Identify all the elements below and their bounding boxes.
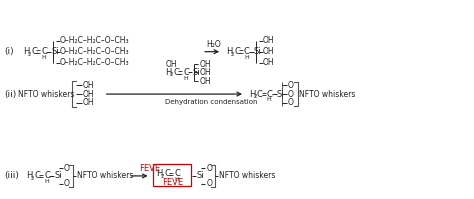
Text: (ii): (ii) <box>4 90 17 99</box>
Text: C: C <box>173 68 179 77</box>
Text: H: H <box>183 76 188 81</box>
Text: H: H <box>23 47 30 56</box>
Text: OH: OH <box>83 99 94 107</box>
Text: Si: Si <box>277 90 284 99</box>
Text: H: H <box>226 47 232 56</box>
Bar <box>154 164 191 186</box>
Text: H: H <box>267 98 272 102</box>
Text: OH: OH <box>83 90 94 99</box>
Text: C: C <box>44 171 50 180</box>
Text: H: H <box>26 171 33 180</box>
Text: H: H <box>174 177 179 182</box>
Text: NFTO whiskers: NFTO whiskers <box>18 90 75 99</box>
Text: NFTO whiskers: NFTO whiskers <box>299 90 355 99</box>
Text: FEVE: FEVE <box>162 178 183 187</box>
Text: FEVE: FEVE <box>139 164 161 173</box>
Text: (i): (i) <box>4 47 14 56</box>
Text: O–H₂C–H₂C–O–CH₃: O–H₂C–H₂C–O–CH₃ <box>60 36 130 45</box>
Text: O: O <box>64 179 70 188</box>
Text: 2: 2 <box>28 52 31 57</box>
Text: (iii): (iii) <box>4 171 19 180</box>
Text: H: H <box>44 179 49 184</box>
Text: Si: Si <box>51 47 59 56</box>
Text: H: H <box>165 68 172 77</box>
Text: C: C <box>31 47 37 56</box>
Text: OH: OH <box>199 68 211 77</box>
Text: Si: Si <box>54 171 62 180</box>
Text: C: C <box>41 47 47 56</box>
Text: C: C <box>267 90 273 99</box>
Text: H: H <box>249 90 255 99</box>
Text: H: H <box>244 55 249 60</box>
Text: O: O <box>206 179 212 188</box>
Text: OH: OH <box>263 58 274 67</box>
Text: H: H <box>41 55 46 60</box>
Text: O: O <box>288 81 293 90</box>
Text: Dehydration condensation: Dehydration condensation <box>165 99 258 105</box>
Text: O: O <box>288 99 293 107</box>
Text: C: C <box>174 169 180 179</box>
Text: NFTO whiskers: NFTO whiskers <box>219 171 275 180</box>
Text: O–H₂C–H₂C–O–CH₃: O–H₂C–H₂C–O–CH₃ <box>60 47 130 56</box>
Text: C: C <box>257 90 263 99</box>
Text: C: C <box>244 47 250 56</box>
Text: 2: 2 <box>254 94 257 99</box>
Text: NFTO whiskers: NFTO whiskers <box>77 171 133 180</box>
Text: 2: 2 <box>31 176 34 181</box>
Text: C: C <box>164 169 170 179</box>
Text: O: O <box>64 164 70 173</box>
Text: Si: Si <box>254 47 262 56</box>
Text: H: H <box>156 169 163 179</box>
Text: C: C <box>234 47 240 56</box>
Text: OH: OH <box>263 47 274 56</box>
Text: Si: Si <box>192 68 200 77</box>
Text: OH: OH <box>165 60 177 69</box>
Text: O: O <box>206 164 212 173</box>
Text: C: C <box>183 68 189 77</box>
Text: O: O <box>288 90 293 99</box>
Text: 2: 2 <box>170 72 173 77</box>
Text: 2: 2 <box>230 52 234 57</box>
Text: OH: OH <box>83 81 94 90</box>
Text: O–H₂C–H₂C–O–CH₃: O–H₂C–H₂C–O–CH₃ <box>60 58 130 67</box>
Text: Si: Si <box>196 171 204 180</box>
Text: C: C <box>34 171 40 180</box>
Text: OH: OH <box>199 60 211 69</box>
Text: 2: 2 <box>161 174 164 179</box>
Text: H₂O: H₂O <box>206 40 221 49</box>
Text: OH: OH <box>263 36 274 45</box>
Text: OH: OH <box>199 77 211 86</box>
